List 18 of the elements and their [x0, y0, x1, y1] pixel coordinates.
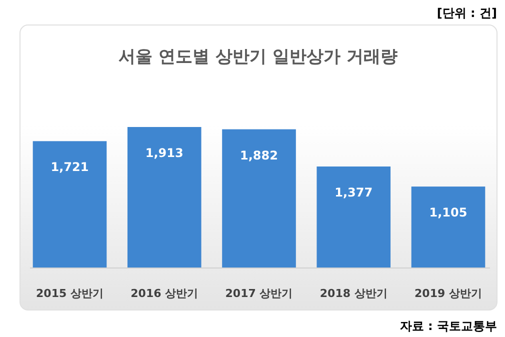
text: 자료 : 국토교통부	[400, 319, 497, 333]
bar	[411, 186, 486, 268]
x-tick-label: 2019 상반기	[414, 287, 482, 300]
x-tick-label: 2015 상반기	[36, 287, 104, 300]
x-tick-label: 2016 상반기	[130, 287, 198, 300]
bar	[127, 127, 202, 268]
data-label: 1,721	[50, 160, 89, 174]
chart-title: 서울 연도별 상반기 일반상가 거래량	[118, 47, 398, 67]
bar	[316, 166, 391, 268]
bar	[222, 129, 296, 268]
text: [단위 : 건]	[436, 6, 497, 20]
data-label: 1,882	[240, 148, 278, 162]
x-tick-label: 2017 상반기	[225, 287, 293, 300]
data-label: 1,913	[145, 146, 184, 160]
bar	[32, 141, 107, 268]
data-label: 1,105	[429, 206, 468, 220]
x-tick-label: 2018 상반기	[320, 287, 388, 300]
data-label: 1,377	[334, 186, 373, 200]
